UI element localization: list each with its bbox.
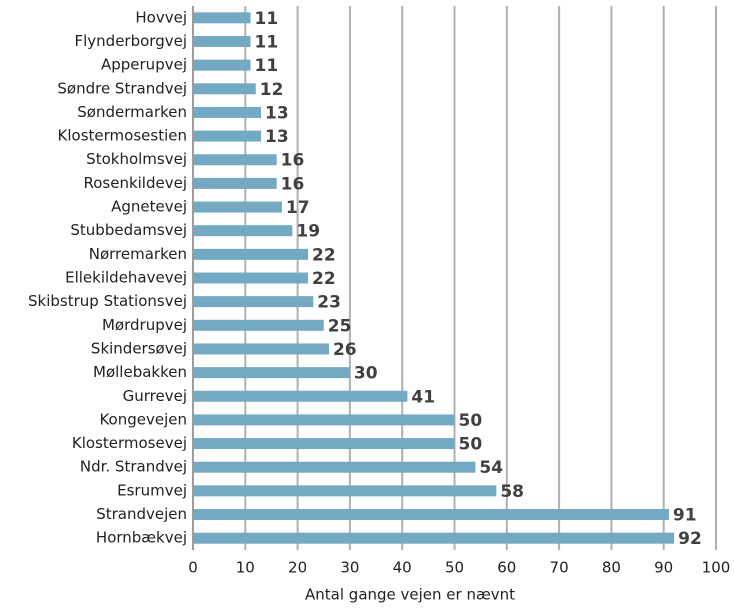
y-tick-label: Søndre Strandvej xyxy=(57,79,187,97)
x-tick-label: 100 xyxy=(702,559,731,577)
bar xyxy=(193,343,329,355)
bar xyxy=(193,130,261,142)
y-tick-label: Apperupvej xyxy=(101,56,187,74)
y-tick-label: Gurrevej xyxy=(123,387,187,405)
bar xyxy=(193,461,476,473)
value-label: 92 xyxy=(678,529,702,549)
y-tick-label: Stubbedamsvej xyxy=(70,221,187,239)
y-tick-label: Klostermosevej xyxy=(72,434,187,452)
bar xyxy=(193,248,309,260)
y-tick-label: Møllebakken xyxy=(93,363,187,381)
bar xyxy=(193,532,675,544)
bar xyxy=(193,319,324,331)
y-tick-label: Rosenkildevej xyxy=(83,174,187,192)
y-tick-label: Nørremarken xyxy=(89,245,187,263)
x-tick-label: 0 xyxy=(188,559,198,577)
bar xyxy=(193,272,309,284)
value-label: 11 xyxy=(255,32,279,52)
value-label: 30 xyxy=(354,364,378,384)
value-label: 23 xyxy=(317,293,341,313)
x-axis-label: Antal gange vejen er nævnt xyxy=(305,586,515,604)
x-tick-label: 20 xyxy=(288,559,307,577)
bar xyxy=(193,438,455,450)
bar xyxy=(193,390,408,402)
value-label: 12 xyxy=(260,80,284,100)
y-tick-label: Kongevejen xyxy=(99,410,187,428)
value-label: 11 xyxy=(255,56,279,76)
bar xyxy=(193,509,669,521)
y-tick-label: Flynderborgvej xyxy=(75,32,188,50)
value-label: 16 xyxy=(281,151,305,171)
bar xyxy=(193,59,251,71)
value-label: 11 xyxy=(255,9,279,29)
y-tick-label: Strandvejen xyxy=(96,505,187,523)
value-label: 17 xyxy=(286,198,310,218)
bar xyxy=(193,12,251,24)
y-tick-label: Stokholmsvej xyxy=(86,150,187,168)
y-tick-label: Hovvej xyxy=(135,8,187,26)
value-label: 50 xyxy=(459,435,483,455)
bar xyxy=(193,485,497,497)
x-tick-label: 60 xyxy=(497,559,516,577)
y-tick-label: Agnetevej xyxy=(111,198,187,216)
value-label: 25 xyxy=(328,316,352,336)
x-tick-label: 30 xyxy=(340,559,359,577)
x-tick-label: 40 xyxy=(393,559,412,577)
bar xyxy=(193,201,282,213)
bar xyxy=(193,414,455,426)
y-tick-label: Hornbækvej xyxy=(96,529,187,547)
value-label: 54 xyxy=(479,458,503,478)
value-label: 91 xyxy=(673,506,697,526)
value-label: 41 xyxy=(411,387,435,407)
y-tick-label: Søndermarken xyxy=(77,103,187,121)
value-label: 13 xyxy=(265,127,289,147)
x-tick-label: 80 xyxy=(602,559,621,577)
x-tick-label: 70 xyxy=(550,559,569,577)
x-tick-label: 50 xyxy=(445,559,464,577)
bar xyxy=(193,296,314,308)
bar xyxy=(193,367,350,379)
y-tick-label: Esrumvej xyxy=(117,481,187,499)
bar xyxy=(193,225,293,237)
x-tick-label: 90 xyxy=(654,559,673,577)
value-label: 58 xyxy=(500,482,524,502)
bar xyxy=(193,106,261,118)
x-tick-label: 10 xyxy=(236,559,255,577)
value-label: 22 xyxy=(312,269,336,289)
y-tick-label: Klostermosestien xyxy=(58,127,187,145)
value-label: 19 xyxy=(296,222,320,242)
value-label: 26 xyxy=(333,340,357,360)
value-label: 22 xyxy=(312,245,336,265)
value-label: 16 xyxy=(281,174,305,194)
bar xyxy=(193,177,277,189)
y-tick-label: Mørdrupvej xyxy=(102,316,187,334)
bar xyxy=(193,154,277,166)
bar xyxy=(193,83,256,95)
y-tick-label: Ndr. Strandvej xyxy=(80,458,187,476)
value-label: 13 xyxy=(265,103,289,123)
y-tick-label: Ellekildehavevej xyxy=(65,269,187,287)
value-label: 50 xyxy=(459,411,483,431)
y-tick-label: Skibstrup Stationsvej xyxy=(28,292,187,310)
bar xyxy=(193,35,251,47)
y-tick-label: Skindersøvej xyxy=(91,339,187,357)
